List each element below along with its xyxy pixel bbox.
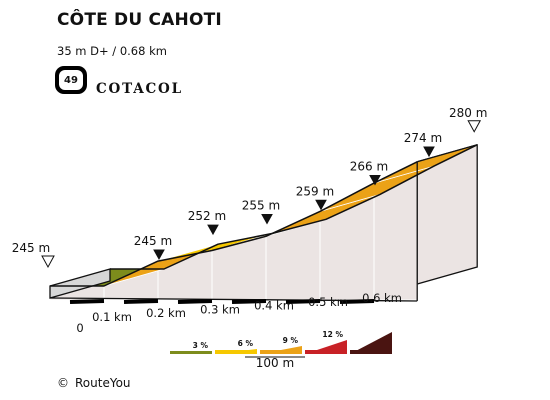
- end-top-edge: [417, 144, 478, 163]
- elevation-label: 266 m: [350, 159, 388, 173]
- elevation-label: 274 m: [404, 131, 442, 145]
- x-tick-label: 0: [76, 321, 83, 335]
- x-tick-label: 0.3 km: [200, 302, 240, 316]
- grade-legend: 3 % 6 % 9 % 12 % 100 m: [170, 330, 392, 370]
- x-tick-label: 0.2 km: [146, 306, 186, 320]
- marker-open-icon: [41, 255, 55, 269]
- marker-open-icon: [467, 120, 482, 133]
- cotacol-number: 49: [59, 70, 83, 90]
- elevation-label: 245 m: [12, 241, 50, 255]
- km-tick-bar: [231, 299, 267, 304]
- climb-stats: 35 m D+ / 0.68 km: [57, 44, 167, 58]
- km-tick-bar: [339, 299, 375, 304]
- x-tick-label: 0.5 km: [308, 295, 348, 309]
- x-tick-label: 0.4 km: [254, 299, 294, 313]
- profile-back-outline: [110, 144, 478, 270]
- marker-filled-icon: [369, 174, 381, 186]
- elevation-label: 259 m: [296, 184, 334, 198]
- legend-swatch-base: [170, 351, 212, 354]
- x-tick-label: 0.1 km: [92, 310, 132, 324]
- marker-filled-icon: [261, 214, 273, 225]
- legend-swatch-base: [215, 350, 257, 354]
- elevation-label: 280 m: [449, 106, 487, 120]
- credit-label[interactable]: RouteYou: [75, 376, 131, 390]
- profile-front-outline: [50, 161, 418, 287]
- marker-filled-icon: [423, 146, 435, 158]
- cotacol-brand: COTACOL: [96, 81, 183, 97]
- cotacol-badge: 49: [55, 66, 87, 94]
- elevation-label: 255 m: [242, 199, 280, 213]
- scale-label: 100 m: [256, 356, 294, 370]
- credit: © RouteYou: [57, 376, 131, 390]
- legend-grade-label: 12 %: [322, 330, 343, 339]
- marker-filled-icon: [207, 224, 219, 236]
- legend-swatch-base: [260, 350, 302, 354]
- km-tick-bar: [69, 299, 105, 304]
- climb-title: CÔTE DU CAHOTI: [57, 10, 222, 30]
- x-tick-label: 0.6 km: [362, 291, 402, 305]
- marker-filled-icon: [315, 199, 327, 211]
- elevation-label: 245 m: [134, 234, 172, 248]
- legend-grade-label: 6 %: [238, 339, 254, 348]
- legend-grade-label: 3 %: [193, 341, 209, 350]
- km-tick-bar: [177, 299, 213, 304]
- legend-swatch-base: [305, 350, 347, 354]
- copyright-icon: ©: [57, 376, 69, 390]
- km-tick-bar: [285, 299, 321, 304]
- legend-swatch-base: [350, 350, 392, 354]
- elevation-label: 252 m: [188, 209, 226, 223]
- legend-grade-label: 9 %: [283, 336, 299, 345]
- profile-layer: [49, 143, 478, 304]
- label-layer: 0 0.1 km 0.2 km 0.3 km 0.4 km 0.5 km 0.6 km 245…: [12, 106, 488, 335]
- legend-swatch: [350, 332, 392, 354]
- marker-filled-icon: [153, 249, 165, 261]
- km-tick-bar: [123, 299, 159, 304]
